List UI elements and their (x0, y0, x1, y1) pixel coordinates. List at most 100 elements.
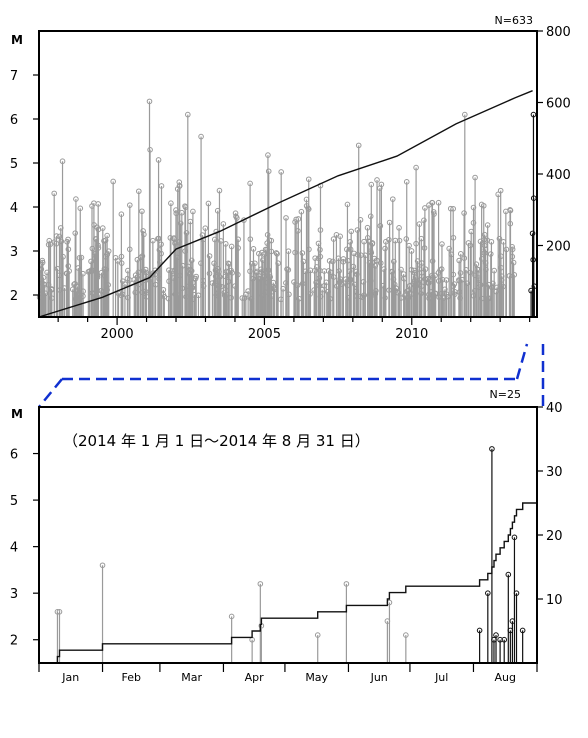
upper-event-stem-marker (271, 284, 278, 291)
upper-event-stem-marker (190, 208, 196, 215)
upper-event-stem-marker (478, 201, 485, 208)
upper-event-stem-marker (65, 236, 71, 243)
upper-event-stem-marker (493, 288, 500, 295)
upper-count-label: N=633 (495, 14, 533, 27)
upper-panel: 2000 2005 2010 2 3 4 5 6 7 200 400 600 800 M N=633 (10, 14, 571, 342)
upper-event-stem-marker (71, 281, 77, 288)
upper-event-stem-marker (255, 275, 261, 282)
upper-event-stem-marker (202, 225, 209, 231)
upper-event-stem-marker (474, 266, 481, 273)
upper-event-stem-marker (102, 237, 109, 244)
upper-y-axis-label: M (11, 33, 23, 47)
upper-right-y-tick-label: 600 (546, 97, 571, 112)
upper-event-stem-marker (176, 179, 183, 185)
upper-event-stem-marker (386, 287, 392, 293)
upper-event-stem-marker (383, 238, 389, 245)
upper-event-stem-marker (400, 271, 407, 277)
lower-event-stem-aug-marker (489, 446, 495, 452)
lower-x-month-label: Jan (61, 671, 79, 684)
upper-event-stem-marker (179, 262, 186, 269)
upper-event-stem-marker (485, 281, 492, 288)
upper-event-stem-marker (239, 295, 246, 301)
upper-event-stem-marker (374, 177, 380, 183)
upper-event-stem-marker (155, 157, 162, 163)
upper-event-stem-marker (88, 258, 94, 265)
upper-event-stem-marker (421, 245, 428, 251)
upper-event-stem-marker (158, 250, 164, 257)
upper-event-stem-marker (298, 208, 305, 215)
upper-event-stem-marker (89, 203, 95, 209)
lower-count-label: N=25 (490, 388, 521, 401)
upper-event-stem-marker (482, 246, 489, 253)
upper-event-stem-marker (414, 258, 421, 264)
upper-event-stem-marker (173, 207, 179, 213)
upper-event-stem-marker (76, 255, 83, 261)
upper-event-stem-marker (336, 268, 342, 274)
lower-right-y-tick-label: 20 (546, 529, 563, 544)
lower-y-axis-label: M (11, 407, 23, 421)
upper-right-y-tick-label: 800 (546, 25, 571, 40)
upper-event-stem-marker (418, 290, 424, 297)
upper-event-stem-marker (470, 220, 477, 226)
upper-event-stem-marker (247, 180, 253, 187)
upper-event-stem-marker (389, 196, 396, 202)
upper-event-stem-marker (95, 201, 102, 207)
upper-event-stem-marker (205, 200, 212, 207)
upper-event-stem-marker (102, 253, 109, 260)
upper-event-stem-marker (373, 287, 379, 294)
lower-right-y-tick-label: 10 (546, 593, 563, 608)
upper-event-stem-marker (211, 236, 218, 243)
upper-event-stem-marker (118, 260, 125, 266)
upper-event-stem-marker (223, 268, 230, 275)
upper-event-stem-marker (344, 246, 350, 253)
upper-event-stem-marker (98, 269, 105, 276)
upper-event-stem-marker (509, 244, 515, 250)
lower-event-stem-aug-marker (476, 627, 483, 634)
upper-event-stem-marker (484, 237, 491, 243)
upper-event-stem-marker (305, 176, 312, 183)
upper-event-stem-marker (435, 199, 442, 206)
upper-event-stem-marker (305, 205, 311, 211)
upper-event-stem-marker (80, 270, 86, 277)
upper-event-stem-marker (367, 278, 374, 284)
lower-y-tick-label: 2 (10, 634, 18, 649)
upper-y-tick-label: 2 (10, 289, 18, 304)
upper-event-stem-marker (416, 221, 423, 227)
upper-event-stem-marker (456, 277, 462, 283)
upper-event-stem-marker (467, 242, 474, 249)
upper-event-stem-major-marker (355, 142, 362, 149)
upper-event-stem-marker (46, 237, 53, 244)
upper-stems (36, 98, 538, 317)
upper-event-stem-marker (229, 270, 235, 276)
upper-event-stem-marker (199, 232, 206, 238)
lower-event-stem-aug-marker (497, 636, 503, 643)
upper-event-stem-marker (390, 258, 397, 265)
upper-event-stem-marker (326, 258, 333, 264)
period-caption: （2014 年 1 月 1 日～2014 年 8 月 31 日） (63, 432, 370, 450)
upper-event-stem-marker (216, 187, 223, 194)
upper-event-stem-2014-marker (530, 111, 537, 118)
upper-event-stem-marker (396, 225, 402, 231)
upper-event-stem-marker (335, 255, 342, 262)
upper-event-stem-marker (248, 260, 255, 267)
upper-event-stem-marker (372, 291, 379, 297)
upper-event-stem-marker (193, 273, 199, 280)
upper-event-stem-marker (274, 251, 280, 257)
upper-event-stem-marker (416, 266, 423, 272)
lower-y-tick-label: 6 (10, 448, 18, 463)
upper-event-stem-major-marker (198, 133, 204, 140)
upper-event-stem-major-marker (146, 98, 153, 105)
upper-event-stem-marker (275, 260, 281, 267)
upper-event-stem-marker (188, 257, 195, 264)
upper-event-stem-marker (51, 190, 57, 197)
upper-event-stem-marker (80, 288, 86, 295)
lower-x-month-label: Apr (245, 671, 265, 684)
upper-event-stem-marker (292, 219, 298, 225)
connector-left-upper (515, 343, 529, 380)
lower-event-stem-aug-marker (505, 571, 512, 578)
upper-event-stem-marker (330, 236, 337, 242)
upper-event-stem-marker (44, 269, 50, 276)
upper-event-stem-marker (422, 266, 429, 272)
upper-event-stem-marker (141, 231, 147, 238)
upper-event-stem-marker (278, 169, 284, 175)
